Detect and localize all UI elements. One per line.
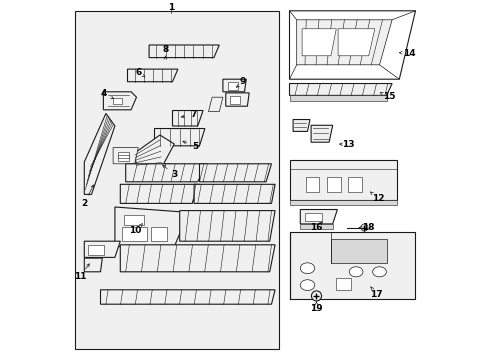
Bar [151,227,167,241]
Ellipse shape [372,267,386,277]
Polygon shape [330,239,386,263]
Circle shape [311,291,321,301]
Text: 2: 2 [81,199,87,208]
Polygon shape [296,20,391,65]
Bar [113,98,122,104]
Bar [230,96,240,104]
Polygon shape [115,207,188,247]
Polygon shape [223,79,246,92]
Bar [122,227,147,241]
Text: 4: 4 [101,89,107,98]
Text: 11: 11 [74,272,86,281]
Polygon shape [225,93,249,106]
Circle shape [360,224,367,231]
Polygon shape [326,177,340,192]
Polygon shape [337,29,374,56]
Text: 17: 17 [369,289,382,299]
Bar [118,155,128,158]
Polygon shape [120,245,275,272]
Text: 10: 10 [129,226,142,235]
Polygon shape [289,84,391,95]
Polygon shape [289,200,397,205]
Polygon shape [134,135,174,167]
Bar [88,245,104,255]
Polygon shape [289,11,415,79]
Text: 5: 5 [192,143,198,152]
Polygon shape [194,184,275,203]
Polygon shape [101,290,275,304]
Polygon shape [125,164,206,182]
Polygon shape [84,258,102,272]
Bar [336,278,351,290]
Ellipse shape [348,267,362,277]
Polygon shape [199,164,271,182]
Polygon shape [302,29,336,56]
Polygon shape [113,148,138,164]
Polygon shape [289,160,397,200]
Ellipse shape [300,280,314,291]
Polygon shape [172,111,203,126]
Polygon shape [289,232,415,299]
Polygon shape [84,113,115,194]
Polygon shape [292,120,309,131]
Bar [118,152,128,161]
Text: 6: 6 [136,68,142,77]
Polygon shape [149,45,219,58]
Text: 13: 13 [341,140,353,149]
FancyBboxPatch shape [75,11,278,349]
Polygon shape [120,184,199,203]
Bar [123,215,143,225]
Text: 19: 19 [309,304,322,313]
Polygon shape [154,129,204,146]
Text: 9: 9 [239,77,245,86]
Text: 16: 16 [309,223,322,232]
Ellipse shape [300,263,314,274]
Polygon shape [103,92,136,110]
Polygon shape [127,69,178,82]
Polygon shape [84,241,120,257]
Text: 1: 1 [167,4,173,13]
Polygon shape [300,210,337,224]
Text: 15: 15 [382,92,395,101]
Text: 7: 7 [190,110,196,119]
Polygon shape [300,224,332,229]
Text: 12: 12 [371,194,384,202]
Polygon shape [310,125,332,142]
Polygon shape [179,211,275,241]
Polygon shape [162,164,171,180]
Text: 18: 18 [362,223,374,232]
Bar [305,213,322,221]
Text: 14: 14 [402,49,415,58]
Polygon shape [305,177,319,192]
Polygon shape [208,97,223,112]
Bar [227,82,237,90]
Text: 8: 8 [162,45,168,54]
Text: 3: 3 [171,170,177,179]
Polygon shape [289,95,386,101]
Polygon shape [347,177,361,192]
